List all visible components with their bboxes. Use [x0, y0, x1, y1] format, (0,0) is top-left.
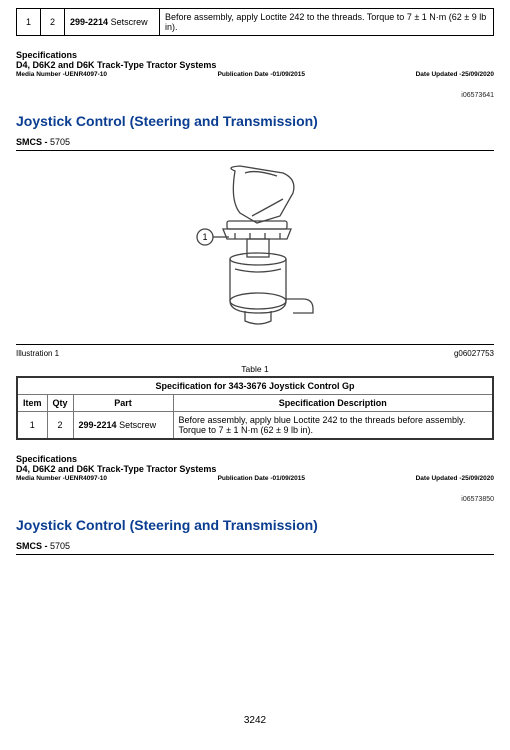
system-line: D4, D6K2 and D6K Track-Type Tractor Syst…	[16, 464, 494, 474]
publication-date: Publication Date -01/09/2015	[218, 71, 305, 78]
meta-row: Media Number -UENR4097-10 Publication Da…	[16, 71, 494, 78]
section-header: Specifications D4, D6K2 and D6K Track-Ty…	[16, 50, 494, 78]
desc-cell: Before assembly, apply Loctite 242 to th…	[160, 9, 494, 36]
table-row: 1 2 299-2214 Setscrew Before assembly, a…	[17, 9, 494, 36]
smcs-label: SMCS -	[16, 541, 48, 551]
smcs-code: 5705	[50, 541, 70, 551]
illustration-meta: Illustration 1 g06027753	[16, 349, 494, 358]
smcs-line: SMCS - 5705	[16, 541, 494, 555]
item-cell: 1	[17, 412, 47, 440]
publication-date: Publication Date -01/09/2015	[218, 475, 305, 482]
system-line: D4, D6K2 and D6K Track-Type Tractor Syst…	[16, 60, 494, 70]
illustration-wrap: 1	[16, 161, 494, 336]
illustration-code: g06027753	[454, 349, 494, 358]
date-updated: Date Updated -25/09/2020	[416, 475, 494, 482]
part-cell: 299-2214 Setscrew	[65, 9, 160, 36]
page-title: Joystick Control (Steering and Transmiss…	[16, 517, 494, 533]
header-part: Part	[73, 395, 173, 412]
spec-label: Specifications	[16, 454, 494, 464]
section-header: Specifications D4, D6K2 and D6K Track-Ty…	[16, 454, 494, 482]
part-name: Setscrew	[119, 420, 156, 430]
document-id: i06573641	[16, 92, 494, 99]
header-item: Item	[17, 395, 47, 412]
illustration-label: Illustration 1	[16, 349, 59, 358]
smcs-code: 5705	[50, 137, 70, 147]
date-updated: Date Updated -25/09/2020	[416, 71, 494, 78]
top-fragment-table: 1 2 299-2214 Setscrew Before assembly, a…	[16, 8, 494, 36]
meta-row: Media Number -UENR4097-10 Publication Da…	[16, 475, 494, 482]
page-title: Joystick Control (Steering and Transmiss…	[16, 113, 494, 129]
qty-cell: 2	[47, 412, 73, 440]
item-cell: 1	[17, 9, 41, 36]
media-number: Media Number -UENR4097-10	[16, 475, 107, 482]
table-title: Specification for 343-3676 Joystick Cont…	[17, 377, 493, 395]
spec-label: Specifications	[16, 50, 494, 60]
header-desc: Specification Description	[173, 395, 493, 412]
document-id: i06573850	[16, 496, 494, 503]
table-header-row: Item Qty Part Specification Description	[17, 395, 493, 412]
smcs-line: SMCS - 5705	[16, 137, 494, 151]
divider	[16, 344, 494, 345]
part-cell: 299-2214 Setscrew	[73, 412, 173, 440]
part-name: Setscrew	[111, 17, 148, 27]
part-number: 299-2214	[79, 420, 117, 430]
table-title-row: Specification for 343-3676 Joystick Cont…	[17, 377, 493, 395]
part-number: 299-2214	[70, 17, 108, 27]
callout-number: 1	[202, 232, 207, 242]
qty-cell: 2	[41, 9, 65, 36]
page-number: 3242	[16, 715, 494, 726]
specification-table: Specification for 343-3676 Joystick Cont…	[16, 376, 494, 440]
table-row: 1 2 299-2214 Setscrew Before assembly, a…	[17, 412, 493, 440]
header-qty: Qty	[47, 395, 73, 412]
desc-cell: Before assembly, apply blue Loctite 242 …	[173, 412, 493, 440]
media-number: Media Number -UENR4097-10	[16, 71, 107, 78]
joystick-illustration-icon: 1	[165, 161, 345, 336]
table-caption: Table 1	[16, 364, 494, 374]
smcs-label: SMCS -	[16, 137, 48, 147]
